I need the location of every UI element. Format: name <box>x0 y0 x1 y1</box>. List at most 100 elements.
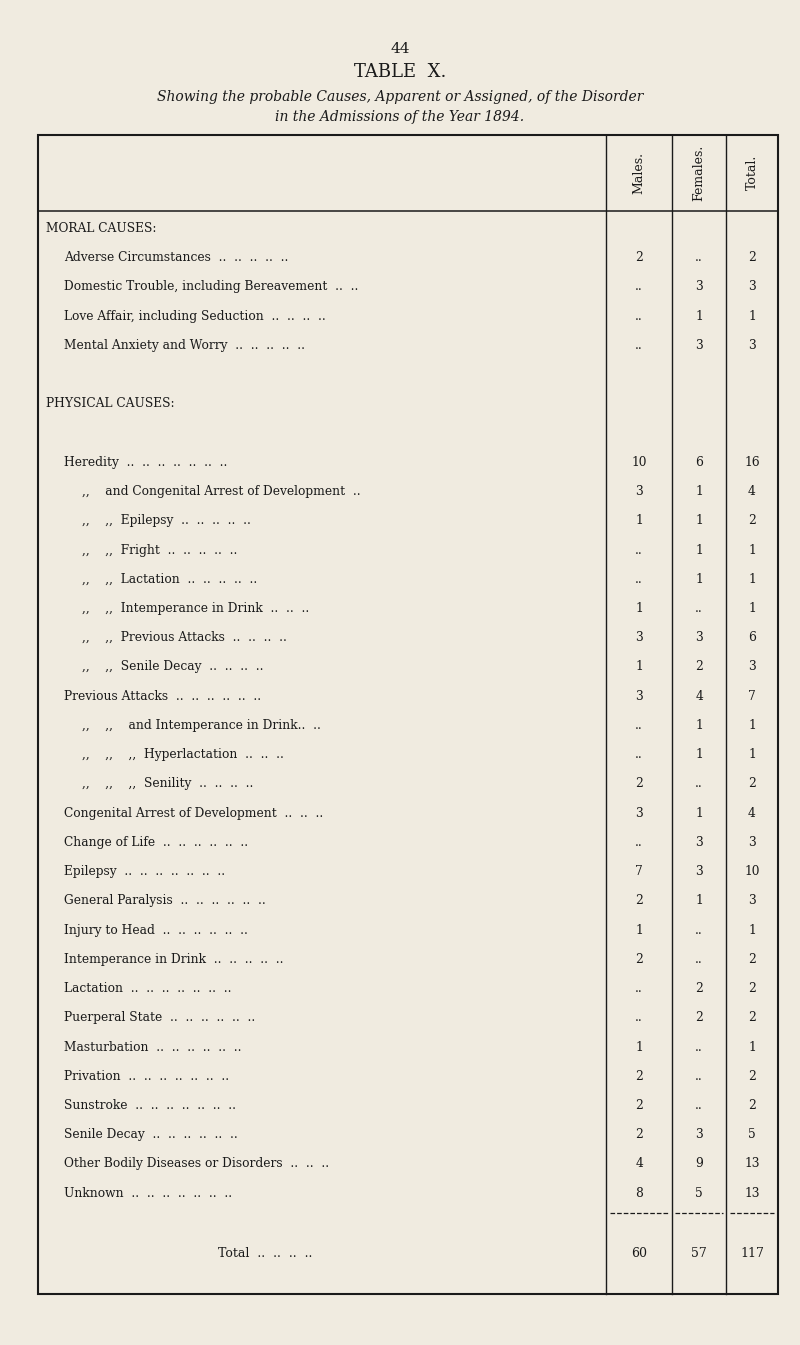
Text: 1: 1 <box>635 1041 643 1053</box>
Text: ..: .. <box>635 835 643 849</box>
Text: ,,    ,,  Epilepsy  ..  ..  ..  ..  ..: ,, ,, Epilepsy .. .. .. .. .. <box>82 514 250 527</box>
Text: 2: 2 <box>748 1099 756 1112</box>
Text: Adverse Circumstances  ..  ..  ..  ..  ..: Adverse Circumstances .. .. .. .. .. <box>64 252 288 264</box>
Text: ..: .. <box>635 281 643 293</box>
Text: 44: 44 <box>390 43 410 56</box>
Text: 10: 10 <box>744 865 760 878</box>
Text: Unknown  ..  ..  ..  ..  ..  ..  ..: Unknown .. .. .. .. .. .. .. <box>64 1186 232 1200</box>
Text: in the Admissions of the Year 1894.: in the Admissions of the Year 1894. <box>275 110 525 124</box>
Text: 2: 2 <box>748 777 756 791</box>
Text: 1: 1 <box>635 603 643 615</box>
Text: Total.: Total. <box>746 155 758 191</box>
Text: Other Bodily Diseases or Disorders  ..  ..  ..: Other Bodily Diseases or Disorders .. ..… <box>64 1158 329 1170</box>
Text: ,,    ,,  Senile Decay  ..  ..  ..  ..: ,, ,, Senile Decay .. .. .. .. <box>82 660 263 674</box>
Text: 4: 4 <box>635 1158 643 1170</box>
Text: Intemperance in Drink  ..  ..  ..  ..  ..: Intemperance in Drink .. .. .. .. .. <box>64 952 283 966</box>
Text: 8: 8 <box>635 1186 643 1200</box>
Text: 2: 2 <box>748 1069 756 1083</box>
Text: 10: 10 <box>631 456 647 469</box>
Text: 6: 6 <box>695 456 703 469</box>
Text: 4: 4 <box>748 486 756 498</box>
Text: 1: 1 <box>748 748 756 761</box>
Text: 7: 7 <box>748 690 756 702</box>
Text: Domestic Trouble, including Bereavement  ..  ..: Domestic Trouble, including Bereavement … <box>64 281 358 293</box>
Text: 13: 13 <box>744 1186 760 1200</box>
Text: Puerperal State  ..  ..  ..  ..  ..  ..: Puerperal State .. .. .. .. .. .. <box>64 1011 255 1025</box>
Text: 3: 3 <box>748 835 756 849</box>
Text: 2: 2 <box>748 252 756 264</box>
Text: 2: 2 <box>635 252 643 264</box>
Text: 3: 3 <box>635 807 643 819</box>
Text: Females.: Females. <box>693 145 706 200</box>
Text: Masturbation  ..  ..  ..  ..  ..  ..: Masturbation .. .. .. .. .. .. <box>64 1041 242 1053</box>
Text: 1: 1 <box>695 543 703 557</box>
Text: 2: 2 <box>635 1128 643 1141</box>
Text: 1: 1 <box>748 720 756 732</box>
Text: 1: 1 <box>635 514 643 527</box>
Text: 1: 1 <box>695 486 703 498</box>
Text: 4: 4 <box>695 690 703 702</box>
Text: 13: 13 <box>744 1158 760 1170</box>
Text: ..: .. <box>695 777 703 791</box>
Text: 7: 7 <box>635 865 643 878</box>
Text: 1: 1 <box>635 660 643 674</box>
Text: 3: 3 <box>635 486 643 498</box>
Text: Senile Decay  ..  ..  ..  ..  ..  ..: Senile Decay .. .. .. .. .. .. <box>64 1128 238 1141</box>
Text: ,,    ,,  Intemperance in Drink  ..  ..  ..: ,, ,, Intemperance in Drink .. .. .. <box>82 603 309 615</box>
Text: 2: 2 <box>635 1099 643 1112</box>
Text: ..: .. <box>695 924 703 936</box>
Text: 3: 3 <box>695 835 703 849</box>
Text: 2: 2 <box>748 514 756 527</box>
Text: 1: 1 <box>635 924 643 936</box>
Text: 1: 1 <box>695 748 703 761</box>
Text: 1: 1 <box>748 309 756 323</box>
Text: 1: 1 <box>695 894 703 908</box>
Text: Heredity  ..  ..  ..  ..  ..  ..  ..: Heredity .. .. .. .. .. .. .. <box>64 456 227 469</box>
Text: 3: 3 <box>695 339 703 352</box>
Text: 3: 3 <box>748 339 756 352</box>
Text: 3: 3 <box>695 631 703 644</box>
Text: ..: .. <box>635 720 643 732</box>
Text: Mental Anxiety and Worry  ..  ..  ..  ..  ..: Mental Anxiety and Worry .. .. .. .. .. <box>64 339 305 352</box>
Text: ..: .. <box>635 573 643 586</box>
Text: Change of Life  ..  ..  ..  ..  ..  ..: Change of Life .. .. .. .. .. .. <box>64 835 248 849</box>
Text: 3: 3 <box>635 690 643 702</box>
Text: 3: 3 <box>748 894 756 908</box>
Text: ,,    ,,    ,,  Hyperlactation  ..  ..  ..: ,, ,, ,, Hyperlactation .. .. .. <box>82 748 283 761</box>
Text: ..: .. <box>635 339 643 352</box>
Text: 2: 2 <box>748 1011 756 1025</box>
Text: ,,    ,,  Lactation  ..  ..  ..  ..  ..: ,, ,, Lactation .. .. .. .. .. <box>82 573 257 586</box>
Text: 2: 2 <box>695 660 703 674</box>
Text: ..: .. <box>635 982 643 995</box>
Text: 3: 3 <box>695 1128 703 1141</box>
Text: 9: 9 <box>695 1158 703 1170</box>
Text: 3: 3 <box>695 281 703 293</box>
Text: Previous Attacks  ..  ..  ..  ..  ..  ..: Previous Attacks .. .. .. .. .. .. <box>64 690 261 702</box>
Text: 2: 2 <box>635 1069 643 1083</box>
Text: ..: .. <box>635 309 643 323</box>
Text: 3: 3 <box>635 631 643 644</box>
Text: 1: 1 <box>748 924 756 936</box>
Text: Epilepsy  ..  ..  ..  ..  ..  ..  ..: Epilepsy .. .. .. .. .. .. .. <box>64 865 225 878</box>
Text: ..: .. <box>695 952 703 966</box>
Text: 3: 3 <box>748 660 756 674</box>
Text: 4: 4 <box>748 807 756 819</box>
Text: Love Affair, including Seduction  ..  ..  ..  ..: Love Affair, including Seduction .. .. .… <box>64 309 326 323</box>
Text: 1: 1 <box>695 309 703 323</box>
Text: Total  ..  ..  ..  ..: Total .. .. .. .. <box>218 1247 313 1260</box>
Text: 57: 57 <box>691 1247 707 1260</box>
Text: ..: .. <box>635 1011 643 1025</box>
Text: 5: 5 <box>748 1128 756 1141</box>
Text: Males.: Males. <box>633 152 646 194</box>
Text: 3: 3 <box>748 281 756 293</box>
Text: ..: .. <box>635 748 643 761</box>
Text: 2: 2 <box>695 982 703 995</box>
Bar <box>38 134 778 1294</box>
Text: ..: .. <box>695 1099 703 1112</box>
Text: ,,    ,,  Fright  ..  ..  ..  ..  ..: ,, ,, Fright .. .. .. .. .. <box>82 543 237 557</box>
Text: 1: 1 <box>748 573 756 586</box>
Text: PHYSICAL CAUSES:: PHYSICAL CAUSES: <box>46 397 175 410</box>
Text: Injury to Head  ..  ..  ..  ..  ..  ..: Injury to Head .. .. .. .. .. .. <box>64 924 248 936</box>
Text: 1: 1 <box>748 1041 756 1053</box>
Text: Sunstroke  ..  ..  ..  ..  ..  ..  ..: Sunstroke .. .. .. .. .. .. .. <box>64 1099 236 1112</box>
